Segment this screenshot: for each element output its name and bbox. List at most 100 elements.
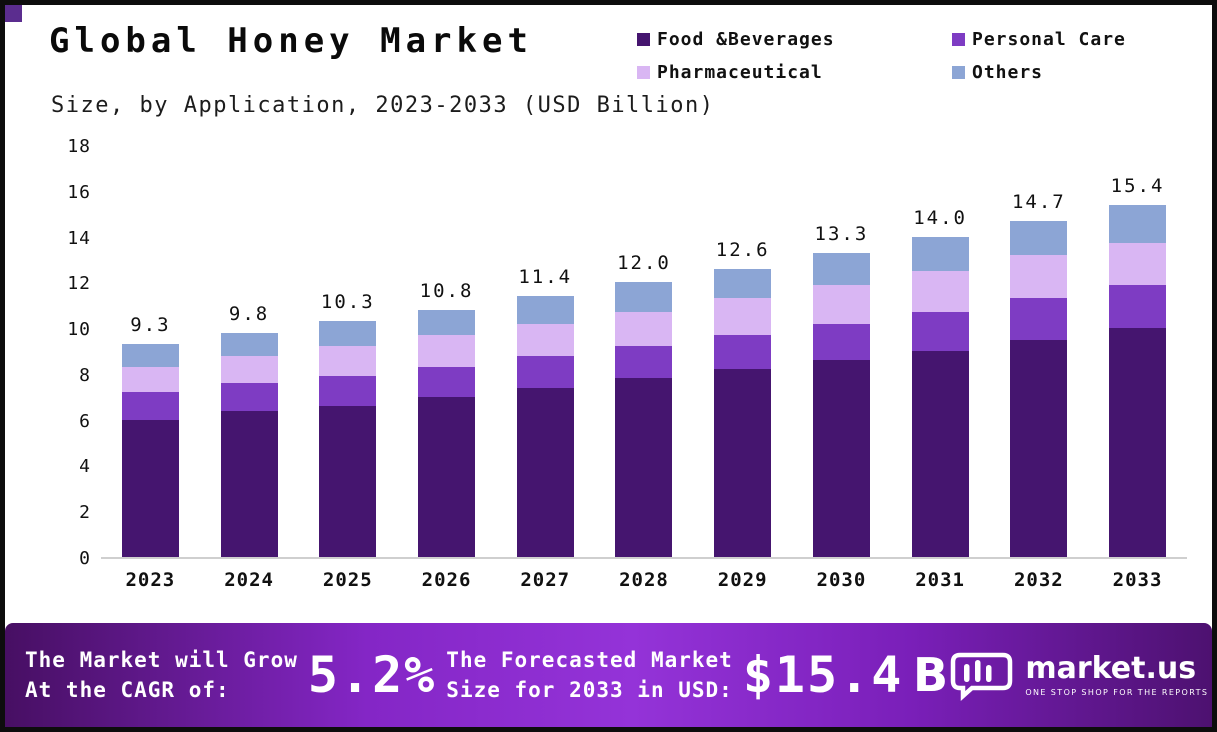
bar-column: 9.8 <box>200 147 298 557</box>
bar-column: 12.0 <box>595 147 693 557</box>
y-tick-label: 16 <box>67 181 91 203</box>
bar-segment <box>812 360 870 557</box>
bar-segment <box>121 392 179 420</box>
x-axis: 2023 2024 2025 2026 2027 2028 2029 2030 2031 2032… <box>101 569 1187 591</box>
bar-segment <box>319 376 377 406</box>
bar-segment <box>516 323 574 356</box>
legend-swatch-icon <box>637 66 650 79</box>
stacked-bar <box>516 296 574 557</box>
bar-segment <box>1010 339 1068 557</box>
bar-segment <box>1010 254 1068 299</box>
bar-segment <box>911 236 969 271</box>
bar-segment <box>1109 204 1167 244</box>
svg-text:B: B <box>913 649 948 701</box>
x-tick-label: 2028 <box>619 569 669 591</box>
bar-segment <box>319 405 377 557</box>
bar-segment <box>418 396 475 557</box>
x-tick-label: 2029 <box>717 569 768 591</box>
legend-swatch-icon <box>952 66 965 79</box>
bar-segment <box>1010 220 1068 255</box>
bar-segment <box>121 367 179 393</box>
page-subtitle: Size, by Application, 2023-2033 (USD Bil… <box>51 93 715 118</box>
y-tick-label: 10 <box>67 319 91 341</box>
bar-column: 15.4 <box>1089 147 1187 557</box>
legend-item: Food &Beverages <box>637 29 952 50</box>
forecast-label: The Forecasted Market Size for 2033 in U… <box>446 645 733 706</box>
cagr-label-line1: The Market will Grow <box>25 647 298 672</box>
bar-segment <box>319 346 377 377</box>
bar-column: 9.3 <box>101 147 199 557</box>
bar-total-label: 15.4 <box>1110 174 1165 197</box>
bar-segment <box>615 312 673 347</box>
bar-segment <box>714 369 772 557</box>
bar-segment <box>319 321 377 347</box>
bar-column: 10.8 <box>398 147 496 557</box>
legend-label: Food &Beverages <box>657 29 835 50</box>
y-tick-label: 8 <box>79 364 91 386</box>
bar-total-label: 14.0 <box>913 206 967 229</box>
cagr-value: 5.2% <box>307 646 437 704</box>
forecast-value: $15.4 <box>742 646 904 704</box>
brand-text: market.us ONE STOP SHOP FOR THE REPORTS <box>1025 650 1209 697</box>
bar-segment <box>1010 298 1068 340</box>
bar-segment <box>615 378 673 557</box>
bar-segment <box>418 367 475 397</box>
bar-segment <box>714 334 772 370</box>
bar-segment <box>220 332 278 356</box>
stacked-bar <box>1010 220 1068 557</box>
bar-segment <box>220 410 278 557</box>
bar-segment <box>516 355 574 388</box>
bar-column: 11.4 <box>496 147 594 557</box>
bar-column: 12.6 <box>694 147 792 557</box>
y-tick-label: 6 <box>79 410 91 432</box>
y-tick-label: 14 <box>67 227 91 249</box>
page-title: Global Honey Market <box>49 21 533 61</box>
legend-item: Personal Care <box>952 29 1126 50</box>
bar-segment <box>1109 328 1167 557</box>
cagr-label-line2: At the CAGR of: <box>25 678 230 702</box>
bar-segment <box>812 323 870 361</box>
stacked-bar <box>319 321 377 557</box>
bar-total-label: 9.8 <box>228 302 270 325</box>
bar-segment <box>418 335 475 368</box>
legend-swatch-icon <box>637 33 650 46</box>
y-axis: 0 2 4 6 8 10 12 14 16 18 <box>33 136 91 569</box>
legend-item: Others <box>952 62 1126 83</box>
y-tick-label: 12 <box>67 273 91 295</box>
y-tick-label: 18 <box>67 136 91 157</box>
bar-segment <box>911 351 969 557</box>
legend-label: Others <box>972 62 1044 83</box>
stacked-bar <box>615 282 673 557</box>
bar-segment <box>220 355 278 384</box>
stacked-bar <box>121 344 179 557</box>
footer-banner: The Market will Grow At the CAGR of: 5.2… <box>5 623 1212 727</box>
bar-segment <box>812 284 870 324</box>
bar-total-label: 10.3 <box>320 291 375 314</box>
cagr-label: The Market will Grow At the CAGR of: <box>25 645 298 706</box>
x-tick-label: 2026 <box>421 569 472 591</box>
bar-column: 10.3 <box>299 147 397 557</box>
x-tick-label: 2025 <box>322 569 373 591</box>
bar-total-label: 13.3 <box>814 222 869 245</box>
bar-segment <box>418 309 475 335</box>
bar-segment <box>615 346 673 379</box>
bar-total-label: 12.6 <box>715 238 770 261</box>
bar-column: 14.7 <box>990 147 1088 557</box>
legend-swatch-icon <box>952 33 965 46</box>
bar-segment <box>812 252 870 285</box>
bar-column: 13.3 <box>793 147 891 557</box>
stacked-bar <box>911 236 969 557</box>
brand-name: market.us <box>1025 650 1197 686</box>
x-tick-label: 2023 <box>125 569 176 591</box>
stacked-bar <box>812 252 870 557</box>
brand-tagline: ONE STOP SHOP FOR THE REPORTS <box>1025 687 1209 697</box>
brand-logo-icon: B <box>913 649 1013 701</box>
legend-item: Pharmaceutical <box>637 62 952 83</box>
bar-segment <box>516 296 574 324</box>
x-tick-label: 2031 <box>915 569 965 591</box>
forecast-label-line1: The Forecasted Market <box>446 647 733 672</box>
forecast-label-line2: Size for 2033 in USD: <box>446 678 733 702</box>
stacked-bar <box>714 268 772 557</box>
x-tick-label: 2027 <box>520 569 571 591</box>
bar-segment <box>220 383 278 411</box>
